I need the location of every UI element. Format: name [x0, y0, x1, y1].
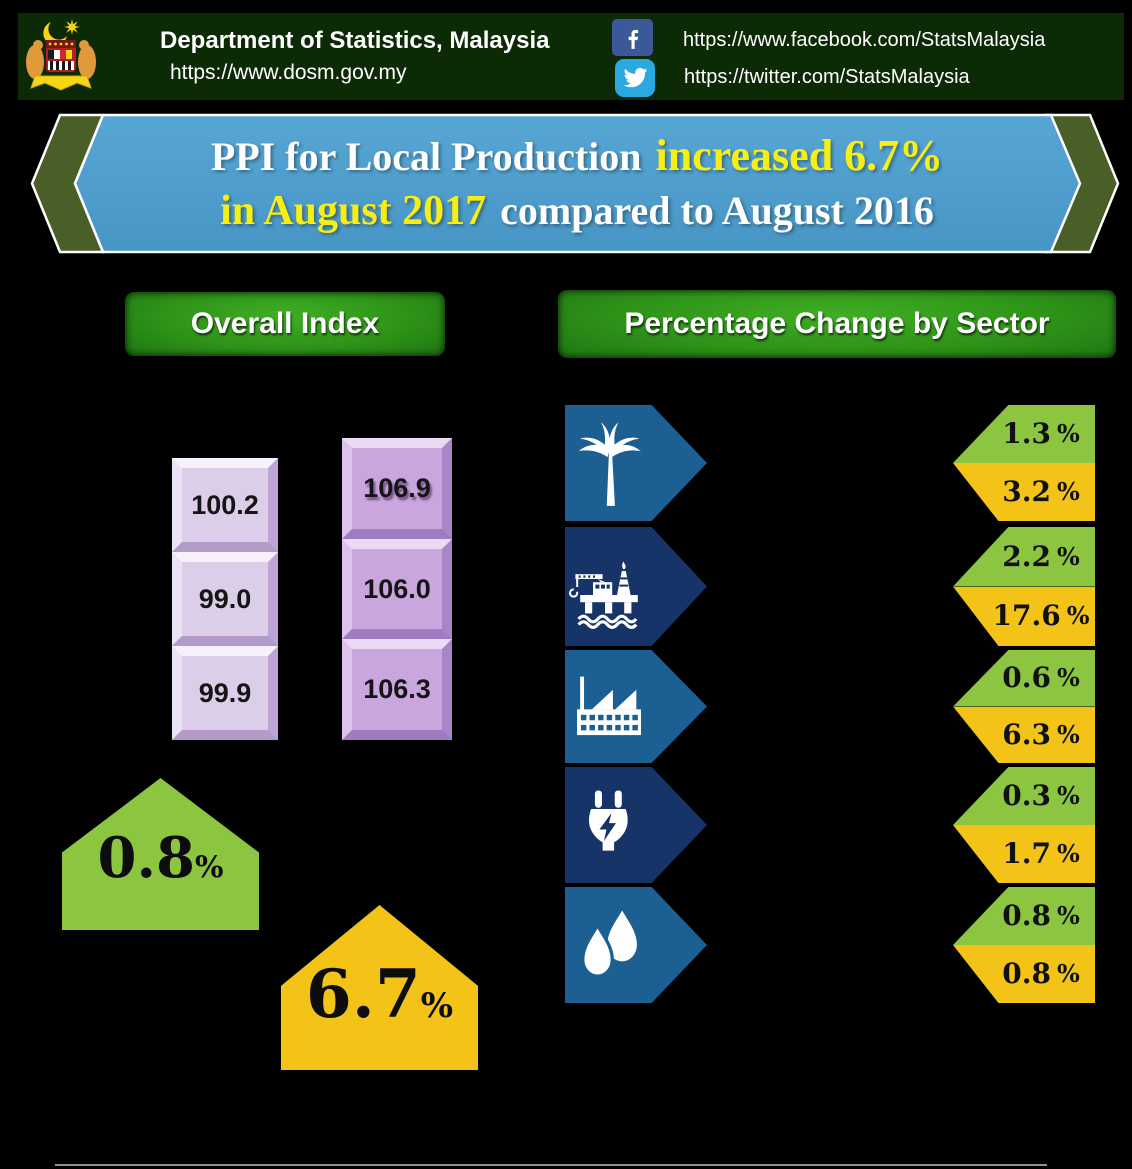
green-left-arrow: 2.2% — [953, 527, 1095, 587]
overall-yellow-up-arrow: 6.7% — [281, 905, 478, 1070]
sector-arrow-water — [565, 887, 707, 1003]
green-change-value: 1.3 — [1002, 417, 1051, 450]
palm-tree-icon — [565, 405, 653, 521]
percent-sign: % — [1056, 419, 1080, 448]
headline-text-yellow-1: increased 6.7% — [655, 131, 944, 181]
index-value: 106.0 — [363, 573, 431, 604]
yellow-left-arrow: 0.8% — [953, 945, 1095, 1003]
green-left-arrow: 0.3% — [953, 767, 1095, 825]
percent-sign: % — [1056, 663, 1080, 693]
headline-line-1: PPI for Local Production increased 6.7% — [211, 128, 943, 184]
headline-text-white-2: compared to August 2016 — [500, 187, 934, 233]
overall-green-unit: % — [194, 850, 224, 885]
sector-change-pair-water: 0.8% 0.8% — [953, 887, 1095, 1003]
percent-sign: % — [1066, 601, 1090, 631]
index-block: 99.9 — [172, 646, 278, 740]
malaysia-coat-of-arms-logo — [26, 19, 96, 91]
index-block: 106.3 — [342, 639, 452, 741]
headline-text-yellow-2: in August 2017 — [220, 187, 487, 234]
twitter-url[interactable]: https://twitter.com/StatsMalaysia — [684, 66, 970, 88]
overall-green-value: 0.8 — [97, 825, 195, 891]
yellow-left-arrow: 17.6% — [953, 586, 1095, 646]
index-block: 106.9 — [342, 438, 452, 539]
green-left-arrow: 0.6% — [953, 650, 1095, 707]
sector-change-pair-electricity: 0.3% 1.7% — [953, 767, 1095, 883]
header-bar: Department of Statistics, Malaysia https… — [18, 13, 1124, 100]
yellow-change-value: 1.7 — [1002, 837, 1051, 870]
factory-icon — [565, 650, 653, 763]
percent-sign: % — [1056, 839, 1080, 868]
department-title: Department of Statistics, Malaysia — [160, 27, 550, 54]
index-value: 100.2 — [191, 489, 259, 520]
index-value: 106.3 — [363, 674, 431, 705]
green-change-value: 0.3 — [1002, 779, 1051, 812]
yellow-left-arrow: 3.2% — [953, 463, 1095, 521]
water-drops-icon — [565, 887, 653, 1003]
percent-sign: % — [1056, 901, 1080, 930]
facebook-url[interactable]: https://www.facebook.com/StatsMalaysia — [683, 29, 1046, 51]
sector-change-pair-palm: 1.3% 3.2% — [953, 405, 1095, 521]
yellow-left-arrow: 1.7% — [953, 825, 1095, 883]
yellow-change-value: 0.8 — [1002, 957, 1051, 990]
percent-sign: % — [1056, 477, 1080, 506]
sector-arrow-factory — [565, 650, 707, 763]
yellow-change-value: 3.2 — [1002, 475, 1051, 508]
percent-sign: % — [1056, 781, 1080, 810]
yellow-change-value: 6.3 — [1002, 717, 1051, 751]
sector-arrow-electricity — [565, 767, 707, 883]
green-change-value: 2.2 — [1002, 539, 1051, 573]
index-block: 99.0 — [172, 552, 278, 646]
green-left-arrow: 1.3% — [953, 405, 1095, 463]
percent-sign: % — [1056, 959, 1080, 988]
sector-change-pair-oil-rig: 2.2% 17.6% — [953, 527, 1095, 646]
bottom-divider — [55, 1164, 1047, 1166]
electric-plug-icon — [565, 767, 653, 883]
headline: PPI for Local Production increased 6.7% i… — [103, 115, 1051, 252]
yellow-change-value: 17.6 — [992, 599, 1061, 633]
title-banner-backdrop — [30, 113, 1120, 254]
green-change-value: 0.8 — [1002, 899, 1051, 932]
index-value: 99.9 — [198, 677, 252, 708]
website-url[interactable]: https://www.dosm.gov.my — [170, 61, 407, 84]
index-block: 106.0 — [342, 538, 452, 640]
index-block: 100.2 — [172, 458, 278, 552]
percent-sign: % — [1056, 719, 1080, 749]
sector-arrow-oil-rig — [565, 527, 707, 646]
percent-sign: % — [1056, 541, 1080, 571]
index-column-left: 100.2 99.0 99.9 — [172, 458, 278, 740]
overall-yellow-unit: % — [420, 986, 454, 1026]
oil-rig-icon — [565, 527, 653, 646]
yellow-left-arrow: 6.3% — [953, 706, 1095, 763]
headline-text-white-1: PPI for Local Production — [210, 134, 642, 180]
banner-hexagon — [73, 113, 1082, 254]
index-column-right: 106.9 106.0 106.3 — [342, 438, 452, 741]
section-header-overall-index: Overall Index — [125, 292, 445, 356]
green-change-value: 0.6 — [1002, 661, 1051, 695]
green-left-arrow: 0.8% — [953, 887, 1095, 945]
section-header-sector-change: Percentage Change by Sector — [558, 290, 1116, 358]
facebook-icon[interactable] — [612, 19, 653, 56]
twitter-icon[interactable] — [615, 59, 655, 97]
overall-green-up-arrow: 0.8% — [62, 778, 259, 930]
index-value-highlighted: 106.9 — [363, 472, 431, 503]
sector-arrow-palm — [565, 405, 707, 521]
sector-change-pair-factory: 0.6% 6.3% — [953, 650, 1095, 763]
index-value: 99.0 — [198, 583, 252, 614]
headline-line-2: in August 2017 compared to August 2016 — [220, 185, 934, 239]
overall-yellow-value: 6.7 — [305, 955, 421, 1033]
